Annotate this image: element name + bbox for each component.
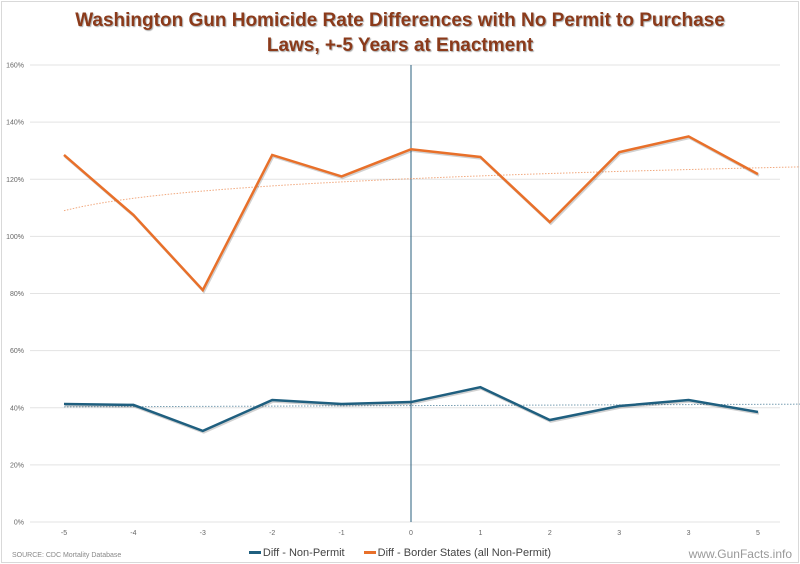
source-note: SOURCE: CDC Mortality Database xyxy=(12,552,122,559)
x-tick-label: -4 xyxy=(130,530,136,537)
y-tick-label: 80% xyxy=(10,291,24,298)
y-tick-label: 0% xyxy=(14,520,24,527)
legend-label: Diff - Non-Permit xyxy=(262,546,345,559)
series-shadow xyxy=(64,136,760,294)
y-tick-label: 140% xyxy=(6,120,24,127)
legend-label: Diff - Border States (all Non-Permit) xyxy=(377,546,552,559)
series-shadow xyxy=(64,387,760,434)
x-tick-label: -1 xyxy=(338,530,344,537)
legend-swatch xyxy=(363,551,376,554)
trendline-non-permit xyxy=(63,403,800,408)
y-tick-label: 60% xyxy=(10,348,24,355)
title-line-1: Washington Gun Homicide Rate Differences… xyxy=(75,10,725,31)
title-line-2: Laws, +-5 Years at Enactment xyxy=(266,35,534,56)
x-tick-label: -3 xyxy=(200,530,206,537)
x-tick-label: -2 xyxy=(269,530,275,537)
x-tick-label: -5 xyxy=(61,530,67,537)
trendline-border-states xyxy=(63,166,800,212)
y-tick-label: 100% xyxy=(6,234,24,241)
y-tick-label: 120% xyxy=(6,177,24,184)
y-tick-label: 160% xyxy=(6,63,24,70)
chart-title: Washington Gun Homicide Rate Differences… xyxy=(0,8,800,58)
brand-watermark: www.GunFacts.info xyxy=(688,547,792,561)
legend-item-border-states: Diff - Border States (all Non-Permit) xyxy=(363,546,552,559)
x-tick-label: 5 xyxy=(756,530,760,537)
legend-item-non-permit: Diff - Non-Permit xyxy=(248,546,345,559)
legend-swatch xyxy=(248,551,261,554)
y-tick-label: 40% xyxy=(10,405,24,412)
x-tick-label: 2 xyxy=(548,530,552,537)
y-tick-label: 20% xyxy=(10,462,24,469)
x-tick-label: 3 xyxy=(617,530,621,537)
x-tick-label: 0 xyxy=(409,530,413,537)
x-tick-label: 1 xyxy=(478,530,482,537)
legend: Diff - Non-Permit Diff - Border States (… xyxy=(0,545,800,559)
x-tick-label: 3 xyxy=(687,530,691,537)
